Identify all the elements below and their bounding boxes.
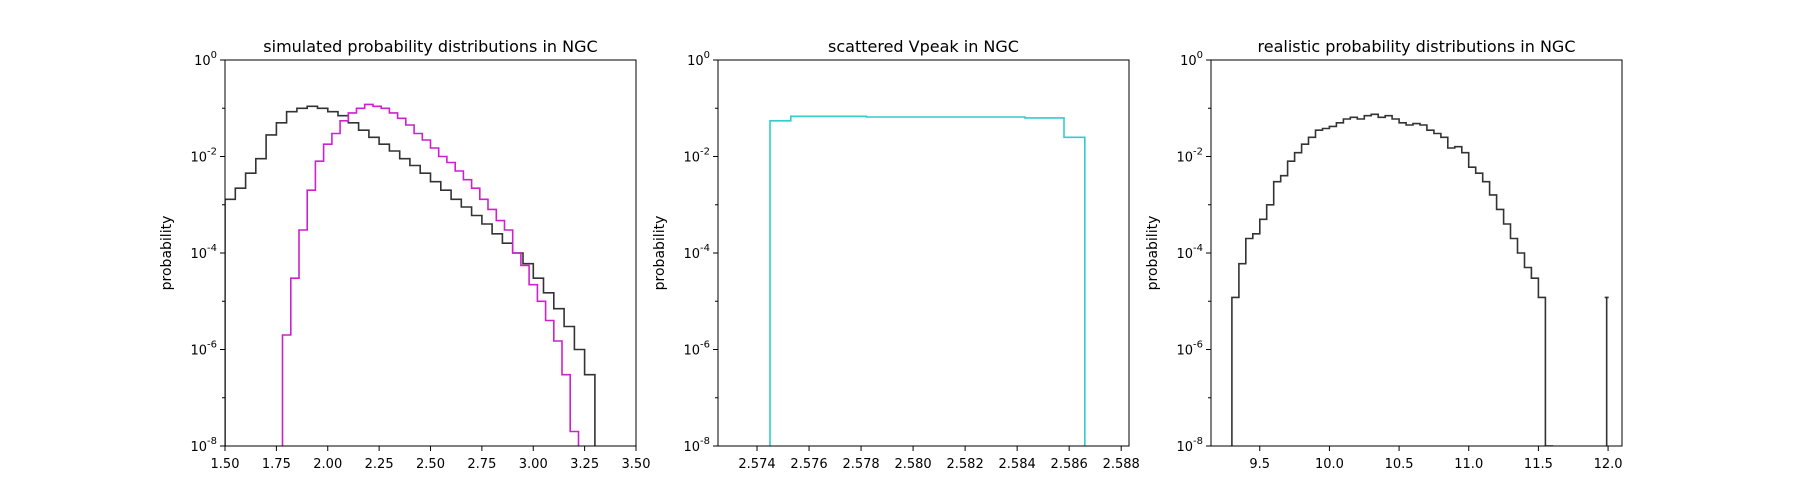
- x-tick-label: 2.574: [738, 457, 775, 472]
- x-tick-label: 3.50: [622, 457, 651, 472]
- y-tick-label: 10-2: [683, 147, 710, 166]
- y-tick-label: 10-4: [1176, 243, 1203, 262]
- y-tick-label: 10-8: [683, 436, 710, 455]
- x-tick-label: 10.0: [1315, 457, 1344, 472]
- series-line-1: [1231, 113, 1554, 446]
- y-tick-label: 10-8: [190, 436, 217, 455]
- chart-panel-3: 9.5 10.0 10.5 11.0 11.5 12.0 10-8 10-6 10-4 10-2 1…: [1145, 37, 1623, 472]
- y-axis-label: probability: [1145, 216, 1161, 291]
- y-tick-label: 100: [194, 50, 217, 69]
- x-tick-label: 10.5: [1385, 457, 1414, 472]
- y-tick-label: 10-4: [683, 243, 710, 262]
- x-tick-label: 11.5: [1524, 457, 1553, 472]
- x-tick-label: 2.582: [947, 457, 984, 472]
- chart-title: scattered Vpeak in NGC: [828, 37, 1019, 56]
- x-tick-label: 12.0: [1594, 457, 1623, 472]
- chart-panel-2: 2.574 2.576 2.578 2.580 2.582 2.584 2.586 2.588…: [652, 37, 1140, 472]
- x-tick-label: 3.25: [570, 457, 599, 472]
- chart-title: simulated probability distributions in N…: [263, 37, 597, 56]
- y-tick-label: 10-8: [1176, 436, 1203, 455]
- x-tick-label: 2.00: [313, 457, 342, 472]
- chart-panel-1: 1.50 1.75 2.00 2.25 2.50 2.75 3.00 3.25 3.50 10-8…: [159, 37, 650, 472]
- x-tick-label: 1.75: [262, 457, 291, 472]
- x-tick-label: 2.75: [467, 457, 496, 472]
- y-tick-label: 10-6: [190, 340, 217, 359]
- series-line-1: [225, 105, 596, 446]
- x-tick-label: 2.580: [894, 457, 931, 472]
- x-tick-label: 2.588: [1103, 457, 1140, 472]
- x-tick-label: 1.50: [211, 457, 240, 472]
- axes-frame: [717, 59, 1130, 447]
- y-tick-label: 10-6: [683, 340, 710, 359]
- x-tick-label: 2.576: [790, 457, 827, 472]
- y-axis-label: probability: [652, 216, 668, 291]
- x-tick-label: 2.584: [999, 457, 1036, 472]
- chart-title: realistic probability distributions in N…: [1258, 37, 1576, 56]
- series-line-2: [281, 103, 580, 446]
- y-tick-label: 100: [687, 50, 710, 69]
- x-tick-label: 2.586: [1051, 457, 1088, 472]
- y-tick-label: 10-4: [190, 243, 217, 262]
- series-line-1: [769, 115, 1086, 446]
- y-tick-label: 10-2: [1176, 147, 1203, 166]
- x-tick-label: 2.50: [416, 457, 445, 472]
- y-tick-label: 100: [1180, 50, 1203, 69]
- x-tick-label: 11.0: [1454, 457, 1483, 472]
- y-tick-label: 10-2: [190, 147, 217, 166]
- x-tick-label: 9.5: [1249, 457, 1270, 472]
- y-axis-label: probability: [159, 216, 175, 291]
- x-tick-label: 2.25: [365, 457, 394, 472]
- axes-frame: [1210, 59, 1623, 447]
- x-tick-label: 2.578: [842, 457, 879, 472]
- y-tick-label: 10-6: [1176, 340, 1203, 359]
- x-tick-label: 3.00: [519, 457, 548, 472]
- series-spike: [1604, 296, 1609, 446]
